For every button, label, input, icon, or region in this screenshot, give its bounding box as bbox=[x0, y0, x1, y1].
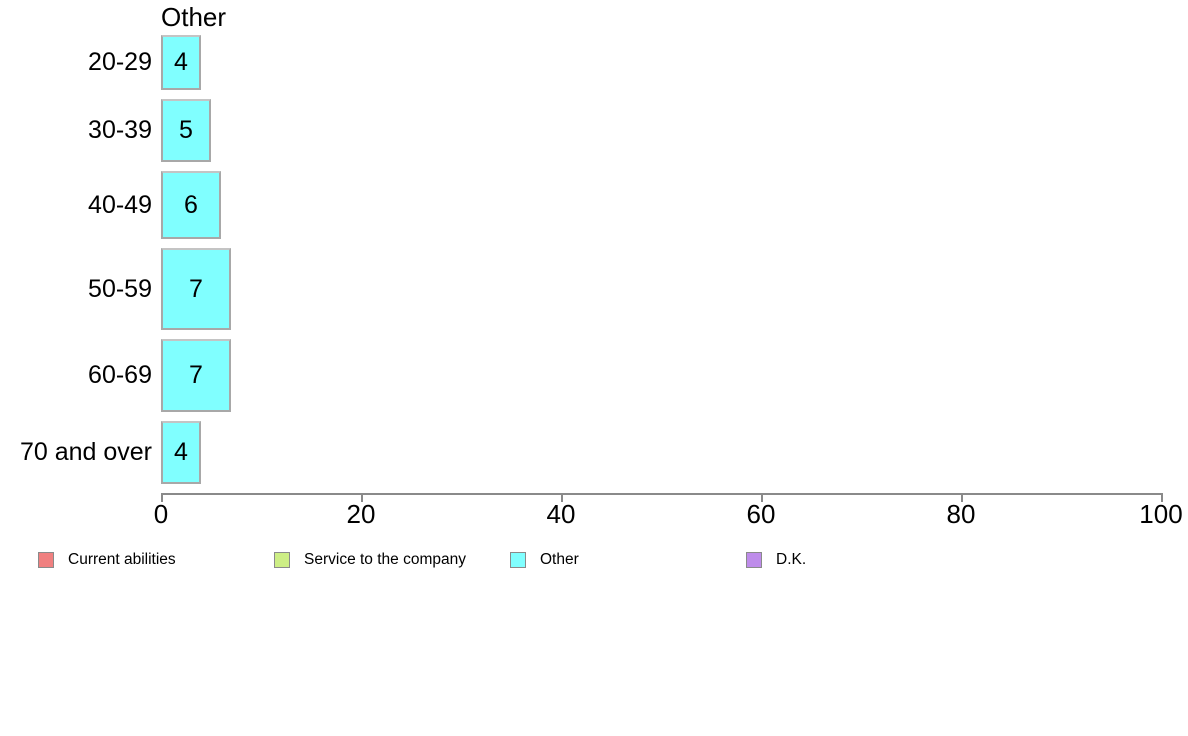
bar-value-label: 7 bbox=[189, 274, 203, 303]
axis-tick bbox=[961, 493, 963, 502]
category-label: 30-39 bbox=[88, 116, 152, 144]
category-label: 40-49 bbox=[88, 190, 152, 219]
bar-value-label: 6 bbox=[184, 190, 198, 219]
axis-tick bbox=[361, 493, 363, 502]
bar: 7 bbox=[161, 339, 231, 412]
legend-item-label: D.K. bbox=[776, 551, 807, 568]
legend: Current abilities Service to the company O… bbox=[38, 551, 982, 569]
category-label: 60-69 bbox=[88, 361, 152, 389]
legend-item: Service to the company bbox=[274, 551, 510, 569]
axis-tick bbox=[761, 493, 763, 502]
bar: 4 bbox=[161, 35, 201, 90]
bar-value-label: 5 bbox=[179, 116, 193, 144]
category-label: 50-59 bbox=[88, 274, 152, 303]
legend-swatch bbox=[38, 552, 54, 568]
axis-tick bbox=[561, 493, 563, 502]
bar: 5 bbox=[161, 99, 211, 162]
legend-item-label: Current abilities bbox=[68, 551, 176, 568]
bar-value-label: 4 bbox=[174, 438, 188, 466]
legend-item: Current abilities bbox=[38, 551, 274, 569]
bar: 7 bbox=[161, 248, 231, 330]
legend-item: Other bbox=[510, 551, 746, 569]
legend-swatch bbox=[746, 552, 762, 568]
bar-value-label: 7 bbox=[189, 361, 203, 389]
axis-tick-label: 100 bbox=[1139, 499, 1183, 529]
legend-swatch bbox=[510, 552, 526, 568]
axis-tick bbox=[161, 493, 163, 502]
axis-tick-label: 0 bbox=[153, 499, 169, 529]
bar: 6 bbox=[161, 171, 221, 239]
category-label: 70 and over bbox=[19, 438, 152, 466]
legend-swatch bbox=[274, 552, 290, 568]
axis-tick bbox=[1161, 493, 1163, 502]
legend-item-label: Service to the company bbox=[304, 551, 466, 568]
axis-tick-label: 20 bbox=[346, 499, 376, 529]
legend-item-label: Other bbox=[540, 551, 579, 568]
bar-value-label: 4 bbox=[174, 48, 188, 76]
axis-tick-label: 60 bbox=[746, 499, 776, 529]
bar: 4 bbox=[161, 421, 201, 484]
legend-item: D.K. bbox=[746, 551, 982, 569]
axis-tick-label: 80 bbox=[946, 499, 976, 529]
axis-tick-label: 40 bbox=[546, 499, 576, 529]
category-label: 20-29 bbox=[88, 48, 152, 76]
axis-line bbox=[161, 493, 1162, 495]
chart-title: Other bbox=[161, 2, 227, 32]
